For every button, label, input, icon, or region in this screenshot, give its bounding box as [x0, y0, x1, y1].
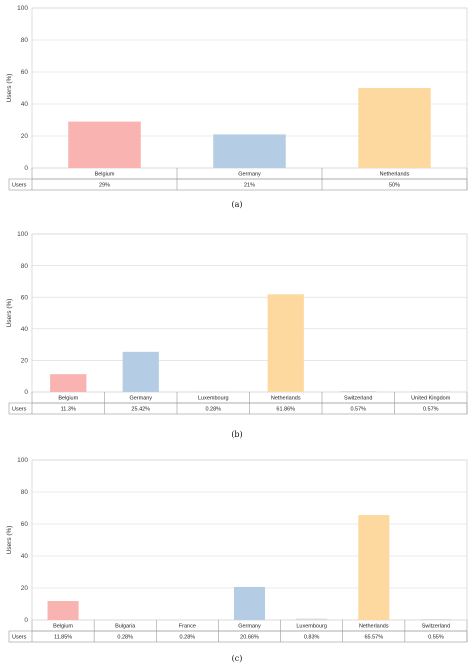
- table-values-row: [8, 402, 468, 415]
- x-category-label: Netherlands: [359, 624, 389, 630]
- y-axis-label: Users (%): [6, 74, 13, 103]
- x-category-label: Netherlands: [271, 396, 301, 402]
- y-tick-label: 0: [24, 165, 28, 172]
- table-row-label: Users: [12, 635, 27, 641]
- table-value-cell: 0.57%: [350, 407, 366, 413]
- x-category-label: Belgium: [95, 172, 115, 178]
- chart-3: 0 20 40 60 80 100 Users (%) Users Belgium 11.85% B…: [6, 457, 468, 643]
- x-category-label: France: [179, 624, 196, 630]
- bar-germany: [233, 586, 266, 620]
- y-tick-label: 80: [21, 489, 29, 496]
- table-value-cell: 65.57%: [364, 635, 383, 641]
- x-category-label: Belgium: [58, 396, 78, 402]
- x-category-label: Luxembourg: [198, 396, 229, 402]
- table-value-cell: 25.42%: [131, 407, 150, 413]
- bar-belgium: [68, 121, 141, 168]
- bar-switzerland: [340, 391, 377, 392]
- y-tick-label: 20: [21, 585, 29, 592]
- y-tick-label: 0: [24, 617, 28, 624]
- bar-luxembourg: [296, 618, 328, 620]
- table-value-cell: 0.28%: [180, 635, 196, 641]
- bar-germany: [213, 134, 286, 168]
- table-value-cell: 29%: [99, 183, 110, 189]
- table-value-cell: 21%: [244, 183, 255, 189]
- table-row-label: Users: [12, 183, 27, 189]
- x-category-label: Bulgaria: [115, 624, 136, 630]
- y-tick-label: 20: [21, 133, 29, 140]
- y-tick-label: 40: [21, 326, 29, 333]
- bar-germany: [122, 351, 159, 392]
- plot-frame: [31, 233, 468, 393]
- table-row-label: Users: [12, 407, 27, 413]
- y-tick-label: 100: [17, 231, 28, 238]
- table-value-cell: 0.28%: [205, 407, 221, 413]
- table-value-cell: 0.28%: [117, 635, 133, 641]
- y-tick-label: 20: [21, 358, 29, 365]
- y-tick-label: 0: [24, 389, 28, 396]
- bar-netherlands: [267, 294, 304, 392]
- table-value-cell: 50%: [389, 183, 400, 189]
- figure-caption: (c): [231, 654, 243, 663]
- y-tick-label: 80: [21, 263, 29, 270]
- table-values-row: [8, 630, 468, 643]
- y-axis-label: Users (%): [6, 526, 13, 555]
- x-category-label: Luxembourg: [296, 624, 327, 630]
- table-value-cell: 0.55%: [428, 635, 444, 641]
- x-category-label: Switzerland: [422, 624, 450, 630]
- x-category-label: Germany: [129, 396, 152, 402]
- table-value-cell: 61.86%: [276, 407, 295, 413]
- bar-netherlands: [358, 88, 431, 168]
- table-value-cell: 0.57%: [423, 407, 439, 413]
- y-tick-label: 80: [21, 37, 29, 44]
- y-tick-label: 60: [21, 521, 29, 528]
- bar-belgium: [47, 601, 79, 620]
- x-category-label: Germany: [238, 624, 261, 630]
- y-tick-label: 60: [21, 294, 29, 301]
- bar-netherlands: [358, 515, 390, 620]
- chart-1: 0 20 40 60 80 100 Users (%) Users Belgium 29% Germ…: [6, 5, 468, 191]
- x-category-label: Switzerland: [344, 396, 372, 402]
- table-value-cell: 11.85%: [54, 635, 72, 641]
- table-value-cell: 20.66%: [240, 635, 259, 641]
- y-tick-label: 60: [21, 69, 29, 76]
- x-category-label: Belgium: [53, 624, 73, 630]
- figure-caption: (b): [231, 430, 243, 439]
- y-tick-label: 100: [17, 5, 28, 12]
- table-value-cell: 11.3%: [61, 407, 76, 413]
- chart-2: 0 20 40 60 80 100 Users (%) Users Belgium 11.3% Ge…: [6, 231, 468, 415]
- x-category-label: United Kingdom: [411, 396, 451, 402]
- y-axis-label: Users (%): [6, 299, 13, 328]
- x-category-label: Netherlands: [380, 172, 410, 178]
- bar-switzerland: [420, 619, 452, 620]
- y-tick-label: 40: [21, 553, 29, 560]
- figure-caption: (a): [231, 200, 243, 209]
- bar-belgium: [50, 374, 87, 392]
- table-value-cell: 0.83%: [304, 635, 320, 641]
- x-category-label: Germany: [238, 172, 261, 178]
- bar-united-kingdom: [412, 391, 449, 392]
- y-tick-label: 100: [17, 457, 28, 464]
- y-tick-label: 40: [21, 101, 29, 108]
